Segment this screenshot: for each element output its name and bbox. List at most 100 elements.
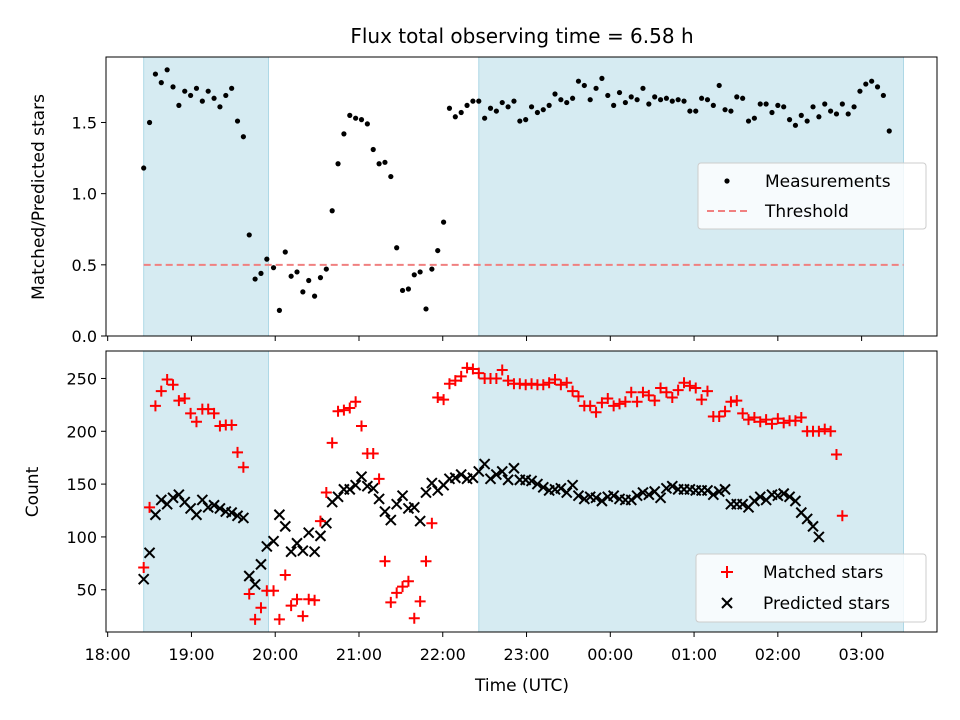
measurement-point	[300, 289, 306, 295]
predicted-star-point	[373, 493, 385, 505]
matched-star-point	[678, 377, 690, 389]
measurement-point	[146, 119, 153, 126]
predicted-star-point	[537, 481, 549, 493]
legend-predicted-label: Predicted stars	[763, 594, 890, 614]
measurement-point	[205, 88, 211, 94]
matched-star-point	[350, 396, 362, 408]
predicted-star-point	[801, 513, 813, 525]
matched-star-point	[830, 449, 842, 461]
measurement-point	[164, 67, 170, 73]
measurement-point	[728, 108, 734, 114]
matched-star-point	[731, 395, 743, 407]
measurement-point	[605, 92, 611, 99]
measurement-point	[176, 102, 182, 108]
matched-star-point	[490, 372, 502, 384]
predicted-star-point	[196, 494, 209, 506]
matched-star-point	[537, 379, 549, 391]
legend-predicted-marker	[721, 597, 733, 609]
predicted-star-point	[719, 483, 731, 496]
top-panel-ylabel: Matched/Predicted stars	[29, 94, 49, 300]
matched-star-point	[314, 515, 326, 527]
measurement-point	[874, 84, 881, 90]
y-tick-label: 1.5	[72, 113, 97, 132]
predicted-star-point	[355, 471, 368, 483]
matched-star-point	[649, 395, 661, 407]
x-tick-label: 23:00	[503, 645, 549, 664]
predicted-star-point	[777, 487, 790, 500]
measurement-point	[575, 78, 582, 84]
predicted-star-point	[484, 473, 497, 485]
measurement-point	[886, 128, 892, 134]
predicted-star-point	[385, 514, 397, 526]
matched-star-point	[344, 402, 356, 414]
measurement-point	[341, 131, 347, 137]
predicted-star-point	[502, 474, 514, 486]
measurement-point	[264, 256, 270, 262]
matched-star-point	[297, 610, 309, 622]
measurement-point	[487, 105, 494, 111]
measurement-point	[329, 208, 335, 214]
legend-measurements-label: Measurements	[765, 172, 891, 192]
matched-star-point	[291, 593, 303, 605]
measurement-point	[211, 95, 217, 101]
y-tick-label: 100	[66, 528, 97, 547]
matched-star-point	[772, 413, 784, 425]
matched-star-point	[373, 473, 385, 485]
measurement-point	[364, 121, 370, 127]
measurement-point	[775, 102, 781, 108]
matched-star-point	[391, 587, 403, 599]
matched-star-point	[367, 447, 379, 459]
predicted-star-point	[255, 558, 267, 571]
measurement-point	[757, 101, 763, 107]
matched-star-point	[309, 594, 321, 606]
predicted-star-point	[807, 520, 819, 533]
matched-star-point	[760, 414, 772, 426]
measurements-series	[141, 67, 892, 313]
predicted-star-point	[143, 547, 156, 559]
predicted-star-point	[414, 515, 426, 527]
matched-star-point	[696, 394, 708, 406]
matched-star-point	[713, 410, 725, 422]
predicted-star-point	[736, 498, 749, 510]
matched-star-point	[631, 396, 643, 408]
matched-star-point	[602, 393, 614, 405]
top-legend: Measurements Threshold	[697, 162, 927, 230]
matched-star-point	[672, 384, 684, 396]
matched-star-point	[455, 370, 467, 382]
measurement-point	[816, 114, 822, 120]
matched-star-point	[748, 412, 760, 424]
predicted-star-point	[249, 578, 261, 591]
matched-star-point	[660, 386, 672, 398]
matched-star-point	[144, 501, 156, 513]
measurement-point	[323, 266, 329, 272]
matched-star-point	[167, 379, 179, 391]
measurement-point	[751, 115, 757, 121]
matched-star-point	[766, 418, 778, 430]
measurement-point	[388, 173, 394, 180]
predicted-star-point	[420, 486, 432, 499]
matched-star-point	[643, 389, 655, 401]
measurement-point	[822, 101, 828, 107]
matched-star-point	[385, 596, 397, 608]
y-tick-label: 150	[66, 475, 97, 494]
predicted-star-point	[408, 501, 420, 514]
measurement-point	[693, 108, 699, 114]
measurement-point	[704, 97, 711, 103]
matched-star-point	[725, 396, 737, 408]
measurement-point	[246, 232, 252, 238]
matched-star-point	[155, 385, 167, 397]
matched-star-point	[202, 403, 214, 415]
predicted-star-point	[596, 495, 608, 507]
y-tick-label: 0.5	[72, 256, 97, 275]
predicted-star-point	[285, 546, 297, 558]
matched-star-point	[161, 374, 173, 386]
measurement-point	[170, 84, 176, 90]
predicted-star-point	[707, 488, 720, 501]
x-tick-label: 21:00	[336, 645, 382, 664]
predicted-star-point	[666, 480, 678, 492]
bottom-panel: 50 100 150 200 250 18:00 19:00 20:00 21:00 22:00…	[23, 350, 938, 696]
measurement-point	[628, 94, 634, 100]
predicted-star-point	[754, 491, 766, 503]
measurement-point	[141, 165, 147, 171]
predicted-star-point	[625, 494, 637, 506]
